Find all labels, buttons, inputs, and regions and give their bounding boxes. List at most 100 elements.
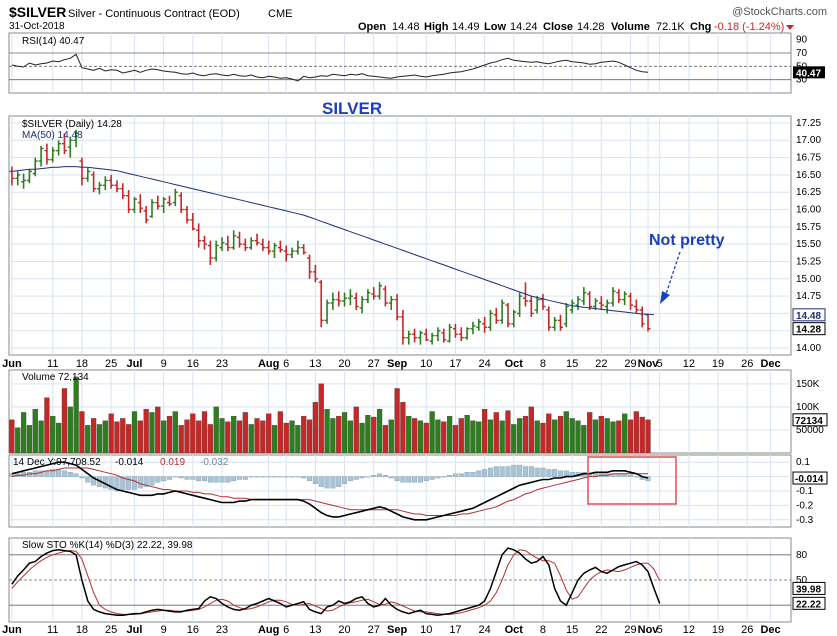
macd-histogram-bar (365, 476, 371, 478)
rsi-y-tick: 70 (796, 48, 808, 59)
price-last-value: 14.48 (796, 311, 821, 322)
volume-bar (126, 424, 132, 454)
macd-histogram-bar (196, 476, 202, 482)
volume-bar (540, 422, 546, 454)
macd-last-value: -0.014 (795, 474, 824, 485)
x-tick-label: 9 (161, 624, 167, 636)
macd-histogram-bar (499, 466, 505, 477)
price-bar (359, 296, 365, 314)
price-bar (447, 323, 453, 343)
chg-value: -0.18 (-1.24%) (714, 21, 784, 33)
macd-histogram-bar (120, 476, 126, 490)
volume-bar (476, 421, 482, 454)
macd-histogram-bar (417, 476, 423, 483)
stoch-y-tick: 80 (796, 550, 808, 561)
price-bar (166, 195, 172, 207)
price-bar (307, 254, 313, 279)
macd-histogram-bar (394, 476, 400, 482)
open-label: Open (358, 21, 386, 33)
annotation-arrow-line (665, 251, 681, 295)
stoch-k-line (11, 547, 661, 617)
x-tick-label: 8 (540, 358, 546, 370)
price-bar (96, 181, 102, 195)
volume-bar (15, 427, 21, 454)
macd-histogram-bar (207, 476, 213, 483)
price-bar (546, 306, 552, 331)
x-tick-label: 12 (683, 358, 695, 370)
macd-histogram-bar (371, 475, 377, 477)
price-bar (563, 303, 569, 328)
volume-bar (312, 402, 318, 454)
volume-bar (429, 411, 435, 454)
volume-bar (38, 420, 44, 454)
price-y-tick: 14.00 (796, 343, 821, 354)
x-tick-label: 22 (595, 624, 607, 636)
price-bar (540, 294, 546, 310)
volume-bar (137, 420, 143, 454)
price-bar (120, 183, 126, 200)
macd-histogram-bar (540, 467, 546, 477)
price-bar (569, 299, 575, 314)
price-bar (342, 292, 348, 307)
price-bar (190, 212, 196, 231)
volume-bar (283, 422, 289, 454)
macd-histogram-bar (552, 469, 558, 477)
volume-bar (143, 409, 149, 454)
macd-histogram-bar (359, 476, 365, 479)
price-bar (67, 136, 73, 158)
volume-label: Volume (611, 21, 650, 33)
volume-bar (604, 418, 610, 454)
stoch-last-box (792, 581, 826, 595)
volume-bar (382, 425, 389, 454)
price-bar (452, 323, 458, 338)
macd-histogram-bar (546, 469, 552, 477)
macd-histogram-bar (137, 476, 143, 489)
macd-histogram-bar (423, 476, 429, 482)
price-bar (435, 327, 441, 342)
volume-bar (20, 412, 27, 454)
down-arrow-icon (786, 25, 794, 30)
macd-histogram-bar (79, 476, 85, 479)
price-bar (266, 240, 272, 255)
macd-value-1: -0.014 (115, 457, 144, 468)
macd-value-2: 0.019 (160, 457, 185, 468)
price-bar (277, 240, 283, 253)
volume-bar (353, 406, 359, 454)
volume-bar (318, 383, 324, 454)
price-bar (581, 287, 587, 306)
volume-y-tick: 100K (796, 402, 820, 413)
volume-bar (341, 412, 348, 454)
macd-histogram-bar (377, 473, 383, 477)
volume-bar (32, 409, 38, 454)
x-tick-label: 10 (420, 358, 432, 370)
symbol-description: Silver - Continuous Contract (EOD) (68, 8, 240, 20)
price-bar (493, 307, 499, 324)
x-tick-label: 6 (283, 624, 289, 636)
volume-bar (254, 418, 260, 454)
macd-histogram-bar (149, 476, 155, 486)
price-bar (639, 306, 645, 328)
price-bar (172, 188, 178, 207)
macd-histogram-bar (452, 473, 458, 477)
x-tick-label: 23 (216, 624, 228, 636)
price-bar (499, 299, 505, 324)
chg-label: Chg (690, 21, 711, 33)
volume-bar (417, 420, 424, 454)
price-bar (330, 292, 336, 310)
price-bar (622, 291, 628, 306)
stoch-d-line (11, 549, 661, 615)
volume-bar (324, 409, 330, 454)
volume-bar (575, 420, 581, 454)
volume-bar (248, 424, 254, 454)
volume-bar (633, 411, 639, 454)
price-bar (91, 171, 97, 193)
macd-histogram-bar (91, 476, 97, 486)
macd-histogram-bar (505, 466, 511, 477)
macd-histogram-bar (38, 470, 44, 477)
price-bar (417, 330, 423, 345)
x-tick-label: Dec (760, 358, 780, 370)
volume-bar (458, 418, 464, 454)
x-tick-label: 15 (566, 624, 578, 636)
volume-bar (330, 418, 336, 454)
macd-histogram-bar (447, 475, 453, 477)
